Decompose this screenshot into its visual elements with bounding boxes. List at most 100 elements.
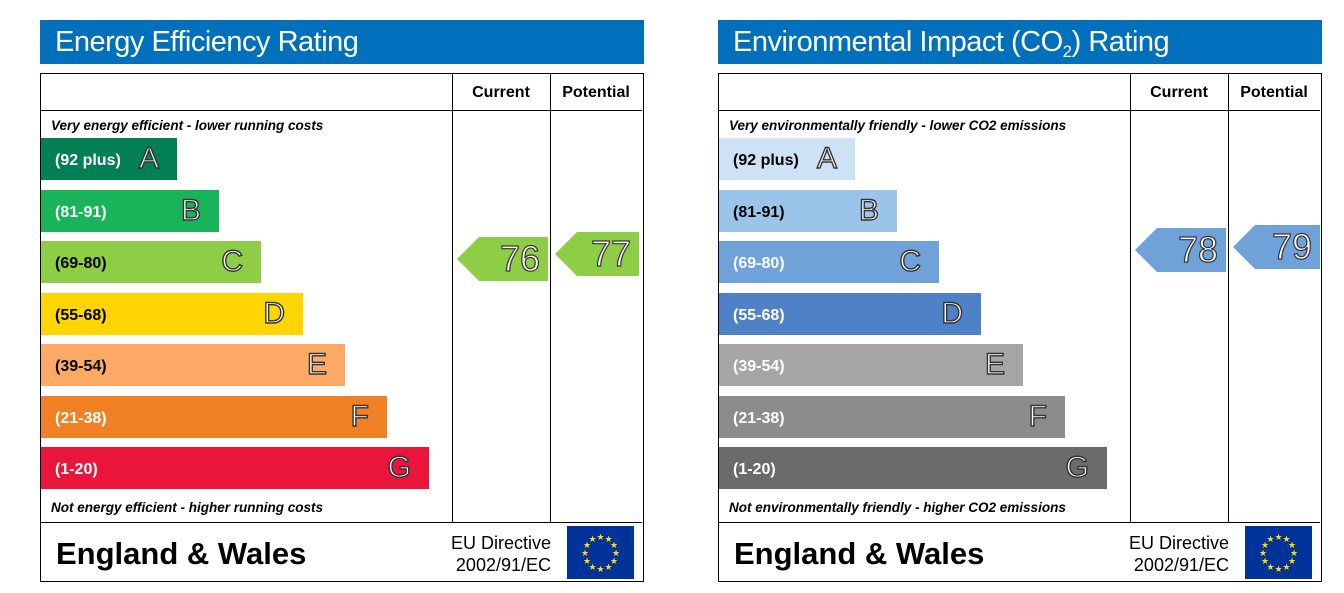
- band-range: (69-80): [733, 255, 785, 272]
- svg-text:★: ★: [604, 563, 612, 573]
- band-letter: F: [1028, 399, 1048, 433]
- band-letter: B: [858, 193, 879, 227]
- potential-column-header: Potential: [562, 84, 630, 101]
- band-range: (81-91): [55, 204, 107, 221]
- band-range: (39-54): [733, 358, 785, 375]
- svg-text:★: ★: [1259, 549, 1267, 559]
- svg-text:★: ★: [1261, 541, 1269, 551]
- band-letter: E: [984, 347, 1005, 381]
- current-col-divider: [1130, 74, 1131, 523]
- current-arrow-shape: [1135, 228, 1226, 272]
- country-label: England & Wales: [734, 536, 985, 571]
- environment-title: Environmental Impact (CO2) Rating: [718, 20, 1322, 64]
- top-caption: Very energy efficient - lower running co…: [51, 118, 324, 133]
- svg-text:★: ★: [612, 549, 620, 559]
- band-letter: C: [899, 244, 922, 278]
- band-letter: E: [306, 347, 327, 381]
- band-c: (69-80) C: [41, 241, 261, 283]
- svg-text:★: ★: [1290, 549, 1298, 559]
- potential-col-divider: [1228, 74, 1229, 523]
- band-g: (1-20) G: [719, 447, 1107, 489]
- environment-frame: Current Potential Very environmentally f…: [718, 73, 1322, 582]
- bottom-caption: Not environmentally friendly - higher CO…: [729, 500, 1066, 515]
- band-letter: A: [138, 141, 159, 175]
- svg-text:★: ★: [1288, 541, 1296, 551]
- current-rating-arrow: 78: [1135, 228, 1226, 272]
- band-a: (92 plus) A: [719, 138, 855, 180]
- svg-text:★: ★: [596, 565, 604, 575]
- potential-rating-value: 79: [1271, 225, 1312, 267]
- band-range: (69-80): [55, 255, 107, 272]
- directive-line1: EU Directive: [450, 533, 551, 553]
- directive-line2: 2002/91/EC: [455, 555, 551, 575]
- eu-flag-icon: ★ ★ ★ ★ ★ ★ ★ ★ ★ ★ ★ ★: [567, 526, 634, 579]
- svg-text:★: ★: [588, 535, 596, 545]
- potential-column-header: Potential: [1240, 84, 1308, 101]
- band-f: (21-38) F: [41, 396, 387, 438]
- environmental-impact-panel: Environmental Impact (CO2) Rating Curren…: [718, 20, 1322, 582]
- band-letter: D: [941, 296, 964, 330]
- band-c: (69-80) C: [719, 241, 939, 283]
- svg-text:★: ★: [1266, 535, 1274, 545]
- band-range: (55-68): [733, 307, 785, 324]
- header-divider: [41, 110, 642, 111]
- band-a: (92 plus) A: [41, 138, 177, 180]
- band-letter: C: [221, 244, 244, 278]
- title-prefix: Environmental Impact (CO: [733, 26, 1063, 58]
- band-letter: D: [263, 296, 286, 330]
- band-letter: B: [180, 193, 201, 227]
- potential-rating-arrow: 77: [555, 232, 639, 276]
- band-b: (81-91) B: [719, 190, 897, 232]
- eu-flag-icon: ★ ★ ★ ★ ★ ★ ★ ★ ★ ★ ★ ★: [1245, 526, 1312, 579]
- band-range: (81-91): [733, 204, 785, 221]
- svg-text:★: ★: [1288, 557, 1296, 567]
- band-letter: G: [387, 450, 412, 484]
- svg-text:★: ★: [1261, 557, 1269, 567]
- band-letter: A: [816, 141, 837, 175]
- directive-line1: EU Directive: [1128, 533, 1229, 553]
- bottom-caption: Not energy efficient - higher running co…: [51, 500, 324, 515]
- current-rating-arrow: 76: [457, 237, 548, 281]
- band-f: (21-38) F: [719, 396, 1065, 438]
- svg-text:★: ★: [1274, 565, 1282, 575]
- band-range: (21-38): [733, 410, 785, 427]
- eu-stars: ★ ★★ ★★★ ★★★ ★★★: [1259, 533, 1298, 575]
- band-range: (92 plus): [733, 152, 799, 169]
- header-divider: [719, 110, 1320, 111]
- top-caption: Very environmentally friendly - lower CO…: [729, 118, 1067, 133]
- energy-frame: Current Potential Very energy efficient …: [40, 73, 644, 582]
- svg-text:★: ★: [610, 541, 618, 551]
- current-col-divider: [452, 74, 453, 523]
- eu-directive: EU Directive 2002/91/EC: [1099, 532, 1229, 576]
- svg-text:★: ★: [583, 541, 591, 551]
- current-column-header: Current: [1150, 84, 1208, 101]
- directive-line2: 2002/91/EC: [1133, 555, 1229, 575]
- eu-directive: EU Directive 2002/91/EC: [421, 532, 551, 576]
- potential-rating-arrow: 79: [1233, 225, 1320, 269]
- footer-divider: [719, 522, 1320, 523]
- energy-title: Energy Efficiency Rating: [40, 20, 644, 64]
- current-column-header: Current: [472, 84, 530, 101]
- potential-arrow-shape: [1233, 225, 1320, 269]
- energy-efficiency-panel: Energy Efficiency Rating Current Potenti…: [40, 20, 644, 582]
- svg-text:★: ★: [596, 533, 604, 543]
- svg-text:★: ★: [588, 563, 596, 573]
- band-b: (81-91) B: [41, 190, 219, 232]
- band-range: (92 plus): [55, 152, 121, 169]
- svg-text:★: ★: [1266, 563, 1274, 573]
- svg-text:★: ★: [581, 549, 589, 559]
- current-rating-value: 78: [1177, 228, 1218, 270]
- band-range: (39-54): [55, 358, 107, 375]
- current-rating-value: 76: [499, 237, 540, 279]
- svg-text:★: ★: [604, 535, 612, 545]
- band-g: (1-20) G: [41, 447, 429, 489]
- band-e: (39-54) E: [41, 344, 345, 386]
- potential-col-divider: [550, 74, 551, 523]
- title-subscript: 2: [1062, 42, 1072, 61]
- band-range: (55-68): [55, 307, 107, 324]
- country-label: England & Wales: [56, 536, 307, 571]
- svg-text:★: ★: [1282, 535, 1290, 545]
- band-d: (55-68) D: [719, 293, 981, 335]
- potential-arrow-shape: [555, 232, 639, 276]
- band-d: (55-68) D: [41, 293, 303, 335]
